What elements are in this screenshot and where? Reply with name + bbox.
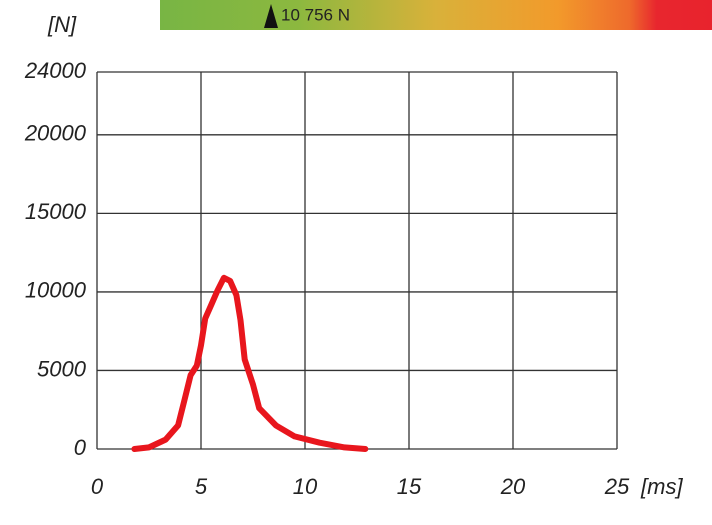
y-tick-label: 15000 xyxy=(25,199,87,224)
x-tick-label: 5 xyxy=(195,474,208,499)
data-line xyxy=(131,274,369,452)
gauge-marker xyxy=(264,4,278,28)
y-tick-label: 24000 xyxy=(24,58,87,83)
x-tick-label: 0 xyxy=(91,474,104,499)
y-axis-label: [N] xyxy=(47,12,77,37)
gauge-bar xyxy=(160,0,712,30)
gauge-label: 10 756 N xyxy=(281,5,350,24)
x-tick-label: 15 xyxy=(397,474,422,499)
x-tick-label: 10 xyxy=(293,474,318,499)
x-tick-label: 20 xyxy=(500,474,526,499)
y-tick-label: 20000 xyxy=(24,121,87,146)
y-tick-label: 5000 xyxy=(37,356,87,381)
x-axis-label: [ms] xyxy=(640,474,683,499)
x-tick-label: 25 xyxy=(604,474,630,499)
y-tick-label: 0 xyxy=(74,435,87,460)
y-tick-label: 10000 xyxy=(25,278,87,303)
